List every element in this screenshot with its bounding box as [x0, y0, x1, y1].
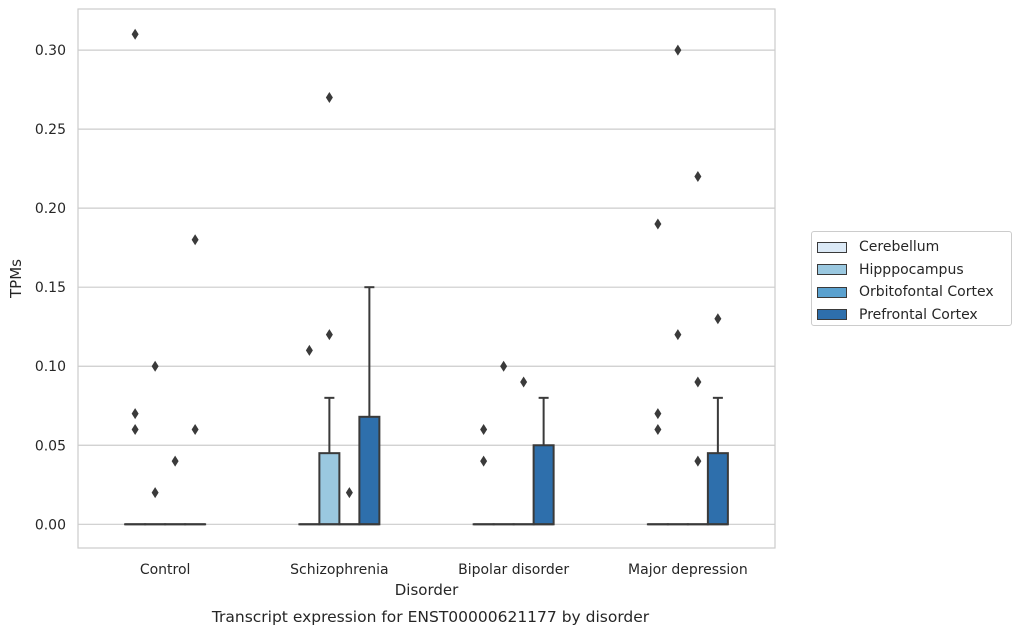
outlier-point — [151, 487, 159, 499]
legend-swatch — [817, 241, 847, 253]
outlier-point — [131, 408, 139, 420]
outlier-point — [654, 423, 662, 435]
outlier-point — [131, 423, 139, 435]
y-axis-label: TPMs — [7, 259, 25, 299]
y-tick-label: 0.15 — [35, 280, 66, 296]
x-axis-label: Disorder — [395, 581, 459, 599]
outlier-point — [694, 376, 702, 388]
grid-lines — [78, 49, 775, 525]
outliers — [131, 28, 722, 499]
y-tick-label: 0.00 — [35, 517, 66, 533]
x-tick-label: Bipolar disorder — [458, 562, 569, 578]
outlier-point — [151, 360, 159, 372]
box — [532, 444, 555, 526]
x-tick-label: Schizophrenia — [290, 562, 388, 578]
outlier-point — [480, 455, 488, 467]
boxes — [124, 286, 729, 526]
y-tick-labels: 0.00 0.05 0.10 0.15 0.20 0.25 0.30 — [35, 43, 66, 533]
legend: Cerebellum Hipppocampus Orbitofontal Cor… — [811, 231, 1012, 326]
box — [318, 452, 341, 526]
plot-frame — [77, 8, 776, 549]
y-tick-label: 0.05 — [35, 438, 66, 454]
legend-swatch — [817, 264, 847, 276]
outlier-point — [131, 28, 139, 40]
outlier-point — [171, 455, 179, 467]
x-tick-label: Control — [140, 562, 191, 578]
outlier-point — [480, 423, 488, 435]
legend-label: Orbitofontal Cortex — [859, 284, 994, 301]
box — [706, 452, 729, 526]
outlier-point — [694, 455, 702, 467]
legend-label: Hipppocampus — [859, 261, 964, 278]
legend-swatch — [817, 286, 847, 298]
legend-item-hippocampus: Hipppocampus — [817, 259, 1011, 282]
outlier-point — [654, 218, 662, 230]
outlier-point — [191, 234, 199, 246]
outlier-point — [714, 313, 722, 325]
legend-item-cerebellum: Cerebellum — [817, 236, 1011, 259]
y-tick-label: 0.25 — [35, 122, 66, 138]
x-tick-label: Major depression — [628, 562, 748, 578]
x-tick-labels: Control Schizophrenia Bipolar disorder Majo… — [140, 562, 748, 578]
outlier-point — [674, 44, 682, 56]
outlier-point — [674, 329, 682, 341]
box — [358, 415, 381, 526]
legend-label: Cerebellum — [859, 239, 940, 256]
y-tick-label: 0.20 — [35, 201, 66, 217]
outlier-point — [345, 487, 353, 499]
legend-swatch — [817, 309, 847, 321]
outlier-point — [654, 408, 662, 420]
outlier-point — [325, 92, 333, 104]
outlier-point — [500, 360, 508, 372]
chart-title: Transcript expression for ENST0000062117… — [211, 608, 650, 626]
legend-item-prefrontal-cortex: Prefrontal Cortex — [817, 304, 1011, 327]
outlier-point — [191, 423, 199, 435]
outlier-point — [694, 171, 702, 183]
legend-label: Prefrontal Cortex — [859, 306, 978, 323]
outlier-point — [325, 329, 333, 341]
outlier-point — [520, 376, 528, 388]
y-tick-label: 0.10 — [35, 359, 66, 375]
y-tick-label: 0.30 — [35, 43, 66, 59]
legend-item-orbitofrontal-cortex: Orbitofontal Cortex — [817, 281, 1011, 304]
outlier-point — [305, 344, 313, 356]
